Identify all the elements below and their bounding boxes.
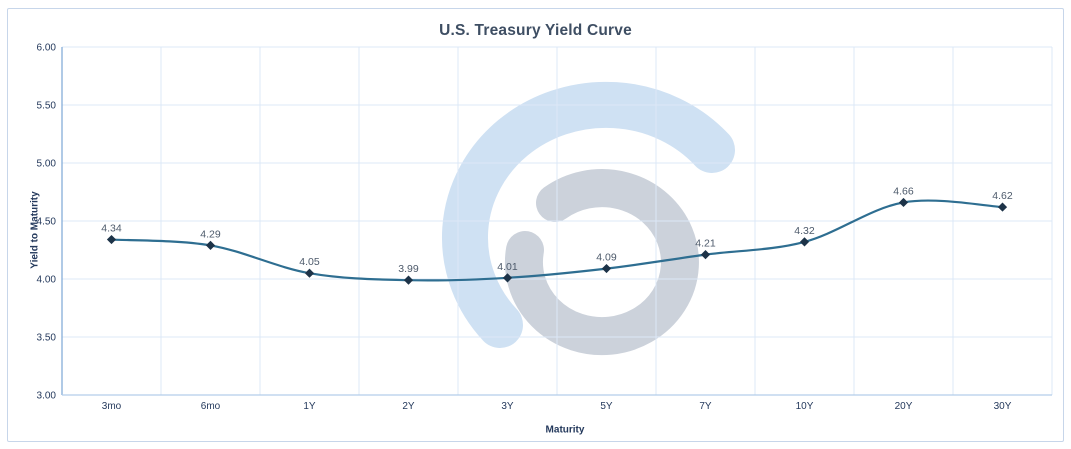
y-tick-label: 5.50 [37,101,57,112]
chart-title: U.S. Treasury Yield Curve [439,22,632,39]
y-tick-label: 4.50 [37,217,57,228]
x-tick-label: 30Y [994,401,1012,412]
y-tick-label: 3.50 [37,333,57,344]
x-tick-label: 3mo [102,401,122,412]
watermark-inner-swoosh-icon [504,169,699,356]
data-point-marker [205,240,216,250]
data-point-marker [700,250,711,260]
x-tick-label: 20Y [895,401,913,412]
x-tick-label: 10Y [796,401,814,412]
x-tick-label: 2Y [402,401,415,412]
y-tick-label: 5.00 [37,159,57,170]
x-tick-label: 1Y [303,401,316,412]
data-point-marker [997,202,1008,212]
chart-card: U.S. Treasury Yield Curve Yield to Matur… [7,8,1064,442]
data-point-label: 4.21 [695,238,716,250]
data-point-label: 4.29 [200,228,221,240]
data-point-label: 4.01 [497,261,518,273]
data-point-label: 4.05 [299,256,320,268]
watermark-outer-swoosh-icon [442,81,735,348]
x-tick-label: 5Y [600,401,613,412]
data-point-marker [106,234,117,245]
data-point-marker [502,273,513,283]
series-line [111,199,1003,282]
y-tick-label: 6.00 [37,43,57,54]
data-point-label: 4.32 [794,225,815,237]
y-tick-label: 4.00 [37,275,57,286]
data-point-marker [304,268,315,278]
data-point-marker [799,237,810,247]
data-point-label: 4.09 [596,252,617,264]
data-point-label: 4.62 [992,190,1013,202]
x-axis-title: Maturity [545,424,585,436]
y-tick-label: 3.00 [37,391,57,402]
data-point-label: 4.34 [101,223,122,235]
data-point-marker [601,263,612,274]
x-tick-label: 6mo [201,401,221,412]
data-point-marker [898,197,909,208]
data-point-label: 4.66 [893,185,914,197]
x-tick-label: 3Y [501,401,514,412]
x-tick-label: 7Y [699,401,712,412]
data-point-label: 3.99 [398,263,419,275]
data-point-marker [403,275,414,285]
